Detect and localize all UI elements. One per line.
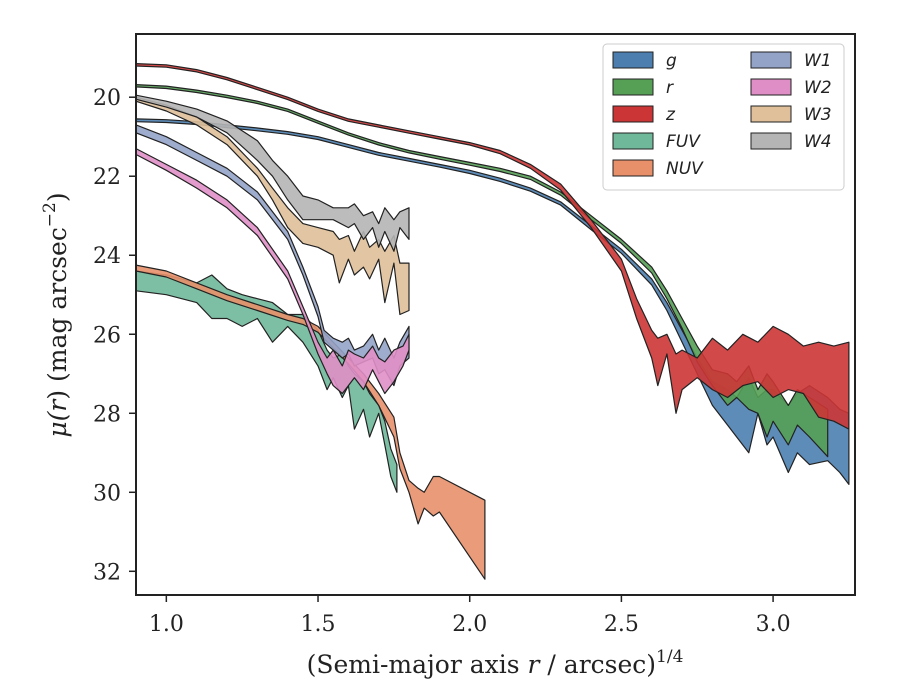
legend-item-r: r — [612, 78, 674, 98]
x-tick-label: 2.0 — [452, 612, 487, 637]
band-W4 — [136, 94, 410, 252]
x-axis-title-variable: r — [528, 650, 542, 679]
legend-label: g — [666, 51, 677, 71]
legend-item-W1: W1 — [750, 51, 832, 71]
y-tick-label: 28 — [93, 402, 121, 427]
legend-item-W2: W2 — [750, 78, 832, 98]
x-tick-label: 1.5 — [301, 612, 336, 637]
legend-item-NUV: NUV — [612, 159, 704, 179]
x-axis-title-unit: / arcsec) — [539, 650, 656, 679]
y-tick-label: 30 — [93, 481, 121, 506]
series-bands — [136, 63, 850, 580]
y-tick-label: 26 — [93, 323, 121, 348]
y-tick-label: 20 — [93, 86, 121, 111]
legend-label: FUV — [666, 132, 701, 152]
x-tick-label: 1.0 — [149, 612, 184, 637]
y-axis: 20 22 24 26 28 30 32 — [93, 86, 136, 585]
y-tick-label: 24 — [93, 244, 121, 269]
y-axis-title-mu: μ( — [43, 410, 72, 437]
legend-label: NUV — [666, 159, 704, 179]
x-axis-title-main: (Semi-major axis — [307, 650, 528, 679]
legend-label: r — [666, 78, 674, 98]
y-axis-title-exponent: −2 — [40, 202, 60, 227]
legend: grz FUV NUV W1 W2 W3 W4 — [602, 43, 845, 191]
y-tick-label: 32 — [93, 560, 121, 585]
x-tick-label: 2.5 — [604, 612, 639, 637]
y-tick-label: 22 — [93, 165, 121, 190]
legend-swatch — [750, 132, 792, 150]
legend-item-W3: W3 — [750, 105, 832, 125]
x-tick-label: 3.0 — [756, 612, 791, 637]
y-axis-title-unit: ) (mag arcsec — [43, 227, 72, 400]
y-axis-title-variable: r — [43, 398, 72, 412]
legend-item-FUV: FUV — [612, 132, 701, 152]
band-r — [136, 84, 829, 458]
legend-item-z: z — [612, 105, 676, 125]
y-axis-title-close: ) — [43, 192, 72, 202]
legend-swatch — [612, 132, 654, 150]
band-W3 — [136, 96, 410, 316]
legend-swatch — [750, 105, 792, 123]
legend-swatch — [612, 105, 654, 123]
legend-item-g: g — [612, 51, 677, 71]
x-axis: 1.0 1.5 2.0 2.5 3.0 — [149, 595, 791, 637]
legend-swatch — [612, 51, 654, 69]
legend-swatch — [750, 51, 792, 69]
legend-label: W3 — [804, 105, 832, 125]
x-axis-title-exponent: 1/4 — [656, 647, 683, 667]
legend-label: z — [665, 105, 676, 125]
plot-frame — [135, 33, 856, 596]
legend-swatch — [612, 159, 654, 177]
band-NUV — [136, 264, 486, 580]
band-W2 — [136, 148, 410, 395]
legend-label: W2 — [804, 78, 832, 98]
y-axis-title: μ(r) (mag arcsec−2) — [40, 192, 72, 437]
legend-swatch — [750, 78, 792, 96]
band-g — [136, 118, 850, 485]
legend-swatch — [612, 78, 654, 96]
legend-label: W4 — [804, 132, 832, 152]
band-z — [136, 63, 850, 430]
legend-item-W4: W4 — [750, 132, 832, 152]
legend-label: W1 — [804, 51, 832, 71]
x-axis-title: (Semi-major axis r / arcsec)1/4 — [307, 647, 684, 679]
